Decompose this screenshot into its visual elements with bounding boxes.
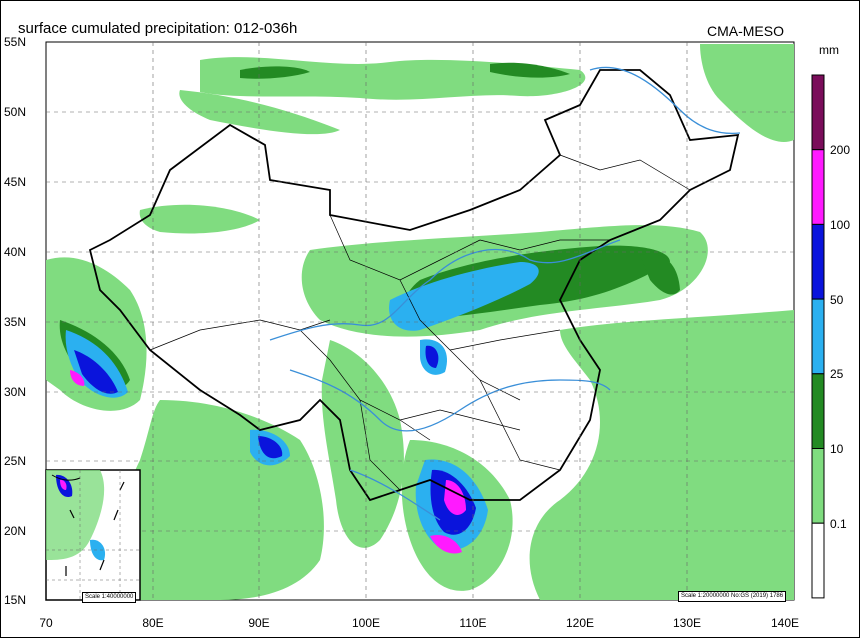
lon-label: 80E bbox=[142, 616, 164, 630]
lat-label: 20N bbox=[4, 524, 27, 538]
provincial-borders bbox=[149, 154, 691, 491]
map-title: surface cumulated precipitation: 012-036… bbox=[18, 20, 298, 37]
lat-label: 55N bbox=[4, 35, 27, 49]
colorbar-label: 10 bbox=[830, 442, 844, 456]
lat-label: 35N bbox=[4, 315, 27, 329]
national-border bbox=[88, 69, 740, 502]
colorbar-segment bbox=[811, 373, 825, 449]
colorbar-label: 25 bbox=[830, 367, 844, 381]
colorbar-segment bbox=[811, 448, 825, 524]
map-scale-note: Scale 1:20000000 No:GS (2019) 1786 bbox=[678, 591, 787, 602]
colorbar-label: 50 bbox=[830, 293, 844, 307]
lon-label: 110E bbox=[459, 616, 487, 630]
colorbar-unit: mm bbox=[819, 43, 839, 57]
lon-label: 140E bbox=[770, 616, 800, 630]
lat-label: 50N bbox=[4, 105, 27, 119]
lon-label: 90E bbox=[248, 616, 270, 630]
lat-label: 45N bbox=[4, 175, 27, 189]
graticule bbox=[46, 42, 794, 600]
lat-label: 25N bbox=[4, 454, 27, 468]
colorbar-segment bbox=[811, 522, 825, 599]
inset-map bbox=[45, 469, 141, 601]
lat-label: 30N bbox=[4, 385, 27, 399]
rivers bbox=[269, 66, 741, 521]
lon-label: 70 bbox=[39, 616, 53, 630]
colorbar-segment bbox=[811, 74, 825, 151]
colorbar-label: 0.1 bbox=[830, 517, 847, 531]
lat-label: 15N bbox=[4, 593, 27, 607]
lon-label: 120E bbox=[565, 616, 595, 630]
precip-magenta-areas bbox=[70, 370, 466, 554]
lat-label: 40N bbox=[4, 245, 27, 259]
colorbar-label: 100 bbox=[830, 218, 851, 232]
model-name: CMA-MESO bbox=[707, 23, 784, 39]
lon-label: 130E bbox=[672, 616, 702, 630]
inset-scale-label: Scale 1:40000000 bbox=[82, 592, 137, 603]
colorbar-segment bbox=[811, 149, 825, 225]
colorbar-segment bbox=[811, 298, 825, 375]
colorbar bbox=[811, 74, 825, 599]
lon-label: 100E bbox=[351, 616, 381, 630]
colorbar-label: 200 bbox=[830, 143, 851, 157]
colorbar-segment bbox=[811, 223, 825, 300]
